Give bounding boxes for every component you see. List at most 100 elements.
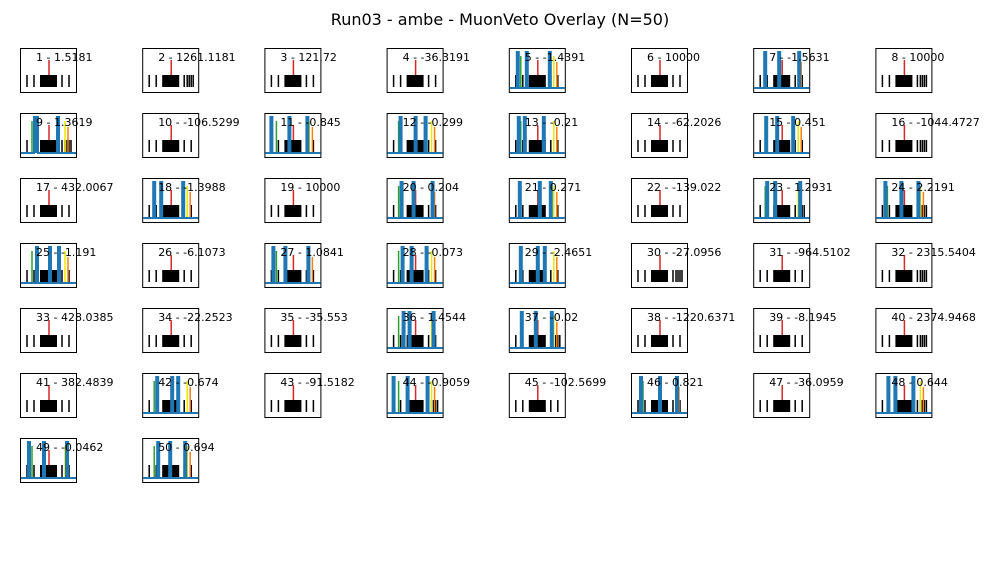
panel-19: 19 - 10000 [264, 178, 340, 223]
panel-23: 23 - 1.2931 [753, 178, 833, 223]
waveform-trace [754, 181, 810, 219]
panel-label: 8 - 10000 [891, 51, 944, 64]
center-block [895, 400, 913, 412]
waveform-trace [265, 116, 321, 154]
center-block [651, 140, 668, 152]
waveform-trace [387, 311, 443, 349]
waveform-trace [876, 181, 932, 219]
panel-5: 5 - -1.4391 [508, 48, 585, 93]
panel-11: 11 - -0.845 [264, 113, 341, 158]
panel-label: 48 - 0.644 [891, 376, 947, 389]
panel-34: 34 - -22.2523 [142, 308, 233, 353]
waveform-trace [387, 246, 443, 284]
center-block [162, 140, 180, 152]
waveform-trace [387, 376, 443, 414]
panel-14: 14 - -62.2026 [631, 113, 721, 158]
center-block [528, 400, 546, 412]
panel-33: 33 - 428.0385 [20, 308, 113, 353]
panel-6: 6 - 10000 [631, 48, 700, 93]
center-block [773, 335, 791, 347]
panel-32: 32 - 2315.5404 [875, 243, 976, 288]
center-block [651, 205, 668, 217]
panel-46: 46 - 0.821 [631, 373, 703, 418]
panel-38: 38 - -1220.6371 [631, 308, 735, 353]
center-block [40, 205, 57, 217]
panel-7: 7 - -1.5631 [753, 48, 830, 93]
center-block [773, 400, 791, 412]
panel-10: 10 - -106.5299 [142, 113, 240, 158]
panel-45: 45 - -102.5699 [508, 373, 606, 418]
waveform-trace [143, 181, 199, 219]
panel-28: 28 - -0.073 [386, 243, 463, 288]
panel-4: 4 - -36.3191 [386, 48, 470, 93]
panel-label: 3 - 121.72 [280, 51, 336, 64]
panel-20: 20 - 0.204 [386, 178, 459, 223]
waveform-trace [21, 246, 76, 284]
center-block [406, 400, 424, 412]
waveform-trace [387, 181, 443, 219]
panel-8: 8 - 10000 [875, 48, 944, 93]
waveform-trace [143, 441, 199, 479]
panel-label: 28 - -0.073 [403, 246, 463, 259]
panel-label: 47 - -36.0959 [769, 376, 843, 389]
panel-39: 39 - -8.1945 [753, 308, 837, 353]
center-block [528, 140, 546, 152]
panel-47: 47 - -36.0959 [753, 373, 844, 418]
waveform-trace [632, 376, 687, 414]
panel-label: 41 - 382.4839 [36, 376, 113, 389]
panel-label: 21 - 0.271 [525, 181, 581, 194]
center-block [162, 270, 180, 282]
panel-label: 20 - 0.204 [403, 181, 459, 194]
waveform-trace [143, 376, 199, 414]
center-block [895, 75, 913, 87]
panel-label: 18 - -1.3988 [158, 181, 225, 194]
center-block [284, 270, 302, 282]
panel-42: 42 - -0.674 [142, 373, 219, 418]
panel-16: 16 - -1044.4727 [875, 113, 980, 158]
center-block [40, 335, 57, 347]
panel-label: 32 - 2315.5404 [891, 246, 975, 259]
panel-label: 13 - -0.21 [525, 116, 578, 129]
panel-43: 43 - -91.5182 [264, 373, 355, 418]
panel-label: 30 - -27.0956 [647, 246, 721, 259]
panel-label: 44 - -0.9059 [403, 376, 470, 389]
center-block [162, 205, 180, 217]
center-block [284, 400, 302, 412]
waveform-trace [876, 376, 932, 414]
waveform-trace [509, 116, 565, 154]
waveform-trace [21, 116, 76, 154]
panel-label: 6 - 10000 [647, 51, 700, 64]
chart-title: Run03 - ambe - MuonVeto Overlay (N=50) [331, 10, 669, 29]
panel-label: 24 - 2.2191 [891, 181, 954, 194]
panel-41: 41 - 382.4839 [20, 373, 113, 418]
panel-label: 39 - -8.1945 [769, 311, 836, 324]
panel-label: 50 - 0.694 [158, 441, 214, 454]
center-block [40, 400, 57, 412]
panel-label: 17 - 432.0067 [36, 181, 113, 194]
panel-label: 40 - 2374.9468 [891, 311, 975, 324]
panel-18: 18 - -1.3988 [142, 178, 226, 223]
waveform-trace [265, 246, 321, 284]
center-block [895, 140, 913, 152]
panel-37: 37 - -0.02 [508, 308, 578, 353]
panel-label: 5 - -1.4391 [525, 51, 585, 64]
panel-48: 48 - 0.644 [875, 373, 948, 418]
panel-label: 42 - -0.674 [158, 376, 218, 389]
panel-44: 44 - -0.9059 [386, 373, 470, 418]
panel-1: 1 - 1.5181 [20, 48, 92, 93]
panel-label: 37 - -0.02 [525, 311, 578, 324]
panel-label: 49 - -0.0462 [36, 441, 103, 454]
panel-label: 4 - -36.3191 [403, 51, 470, 64]
panel-label: 31 - -964.5102 [769, 246, 850, 259]
panel-label: 27 - 1.0841 [280, 246, 343, 259]
center-block [895, 270, 913, 282]
panel-26: 26 - -6.1073 [142, 243, 226, 288]
panel-label: 9 - 1.3619 [36, 116, 92, 129]
waveform-trace [754, 116, 810, 154]
panel-label: 34 - -22.2523 [158, 311, 232, 324]
panel-label: 36 - 1.4544 [403, 311, 466, 324]
panel-label: 33 - 428.0385 [36, 311, 113, 324]
panel-label: 7 - -1.5631 [769, 51, 829, 64]
center-block [895, 205, 913, 217]
